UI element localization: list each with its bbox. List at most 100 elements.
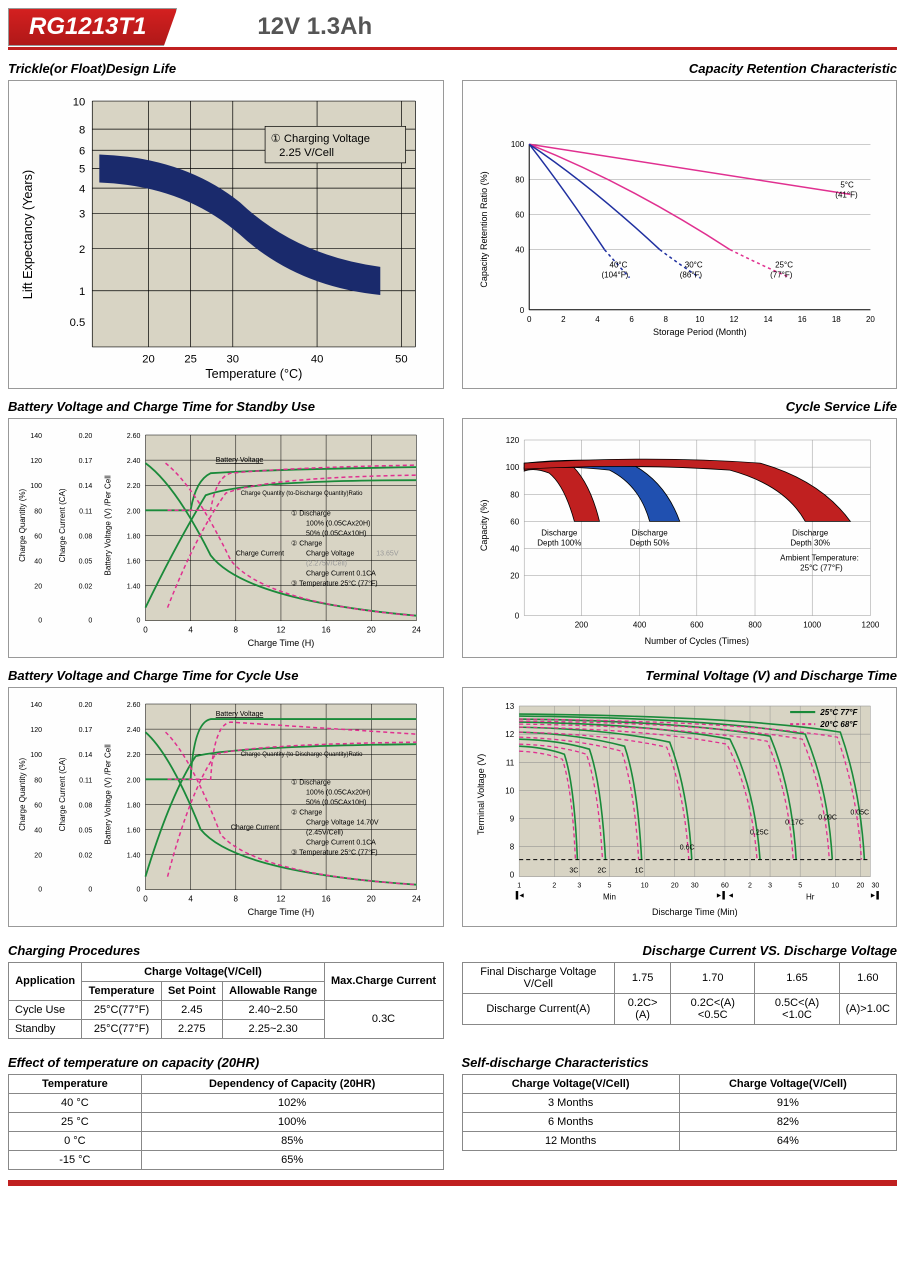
svg-text:0.09C: 0.09C [818, 814, 837, 821]
svg-text:100: 100 [30, 483, 42, 490]
svg-text:5°C: 5°C [840, 180, 854, 189]
charging-block: Charging Procedures Application Charge V… [8, 937, 444, 1039]
svg-text:0: 0 [38, 618, 42, 625]
svg-text:60: 60 [34, 533, 42, 540]
svg-text:Battery Voltage (V) /Per Cell: Battery Voltage (V) /Per Cell [103, 475, 112, 575]
svg-text:0: 0 [88, 618, 92, 625]
svg-text:0.17: 0.17 [79, 727, 93, 734]
tempcap-block: Effect of temperature on capacity (20HR)… [8, 1049, 444, 1170]
svg-text:0.14: 0.14 [79, 752, 93, 759]
cycle-panel: Battery Voltage and Charge Time for Cycl… [8, 668, 444, 927]
svg-text:Lift Expectancy (Years): Lift Expectancy (Years) [21, 170, 35, 299]
svg-text:20: 20 [367, 895, 376, 904]
svg-text:① Charging Voltage: ① Charging Voltage [271, 133, 370, 145]
svg-text:Charge Quantity (%): Charge Quantity (%) [18, 489, 27, 562]
svg-text:8: 8 [234, 626, 239, 635]
svg-text:12: 12 [276, 626, 285, 635]
svg-text:140: 140 [30, 702, 42, 709]
svg-text:(41°F): (41°F) [835, 190, 858, 199]
svg-text:0.05: 0.05 [79, 559, 93, 566]
svg-text:(2.45V/Cell): (2.45V/Cell) [306, 829, 343, 836]
svg-text:Depth 30%: Depth 30% [790, 538, 830, 547]
svg-text:60: 60 [721, 883, 729, 890]
svg-text:100: 100 [510, 140, 524, 149]
svg-text:Min: Min [603, 893, 616, 902]
svg-text:100: 100 [505, 463, 519, 472]
svg-text:③ Temperature 25°C (77°F): ③ Temperature 25°C (77°F) [291, 848, 378, 856]
retention-panel: Capacity Retention Characteristic 5°C(4 [462, 61, 898, 389]
svg-text:2.60: 2.60 [127, 433, 141, 440]
svg-text:0.17C: 0.17C [785, 819, 804, 826]
svg-text:Discharge Time (Min): Discharge Time (Min) [651, 907, 737, 917]
discharge-title: Discharge Current VS. Discharge Voltage [462, 943, 898, 958]
svg-text:Charge Voltage: Charge Voltage [306, 551, 354, 558]
svg-text:0.08: 0.08 [79, 802, 93, 809]
svg-text:►▌: ►▌ [869, 891, 881, 901]
svg-text:200: 200 [574, 621, 588, 630]
retention-title: Capacity Retention Characteristic [462, 61, 898, 76]
svg-text:40: 40 [34, 559, 42, 566]
svg-text:40: 40 [515, 246, 524, 255]
svg-text:Charge Time (H): Charge Time (H) [248, 638, 315, 648]
terminal-panel: Terminal Voltage (V) and Discharge Time [462, 668, 898, 927]
svg-text:Charge Current (CA): Charge Current (CA) [58, 757, 67, 831]
svg-text:0: 0 [88, 887, 92, 894]
svg-text:▐◄: ▐◄ [513, 891, 525, 901]
svg-text:0.5: 0.5 [70, 317, 86, 329]
svg-text:2.40: 2.40 [127, 727, 141, 734]
selfdis-table: Charge Voltage(V/Cell) Charge Voltage(V/… [462, 1074, 898, 1151]
svg-text:Number of Cycles (Times): Number of Cycles (Times) [644, 636, 748, 646]
svg-text:600: 600 [690, 621, 704, 630]
svg-text:0.17: 0.17 [79, 458, 93, 465]
svg-text:50% (0.05CAx10H): 50% (0.05CAx10H) [306, 799, 366, 806]
svg-text:120: 120 [30, 727, 42, 734]
svg-text:40: 40 [311, 353, 323, 365]
svg-text:80: 80 [34, 777, 42, 784]
svg-text:20: 20 [865, 315, 874, 324]
svg-text:0.02: 0.02 [79, 852, 93, 859]
svg-text:3: 3 [768, 883, 772, 890]
svg-text:12: 12 [729, 315, 738, 324]
svg-text:12: 12 [276, 895, 285, 904]
svg-text:Battery Voltage (V) /Per Cell: Battery Voltage (V) /Per Cell [103, 744, 112, 844]
svg-text:Charge Time (H): Charge Time (H) [248, 907, 315, 917]
svg-text:24: 24 [412, 895, 421, 904]
spec-text: 12V 1.3Ah [257, 13, 372, 41]
svg-text:20: 20 [34, 852, 42, 859]
svg-text:20: 20 [510, 572, 519, 581]
svg-text:0.14: 0.14 [79, 483, 93, 490]
standby-chart: Battery Voltage Charge Quantity (to-Disc… [15, 425, 437, 651]
svg-text:2.00: 2.00 [127, 777, 141, 784]
svg-text:0: 0 [509, 870, 514, 879]
svg-text:0: 0 [143, 626, 148, 635]
svg-text:100% (0.05CAx20H): 100% (0.05CAx20H) [306, 789, 370, 796]
standby-panel: Battery Voltage and Charge Time for Stan… [8, 399, 444, 658]
svg-text:11: 11 [505, 758, 514, 767]
svg-text:Battery Voltage: Battery Voltage [216, 457, 264, 464]
svg-text:Ambient Temperature:: Ambient Temperature: [780, 554, 859, 563]
svg-text:60: 60 [34, 802, 42, 809]
standby-title: Battery Voltage and Charge Time for Stan… [8, 399, 444, 414]
svg-text:6: 6 [629, 315, 634, 324]
svg-text:8: 8 [663, 315, 668, 324]
cyclelife-chart: DischargeDepth 100% DischargeDepth 50% D… [469, 425, 891, 651]
svg-text:18: 18 [831, 315, 840, 324]
discharge-table: Final Discharge Voltage V/Cell 1.75 1.70… [462, 962, 898, 1025]
footer-bar [8, 1180, 897, 1186]
svg-text:800: 800 [748, 621, 762, 630]
svg-text:Capacity Retention Ratio (%): Capacity Retention Ratio (%) [479, 171, 489, 287]
charging-title: Charging Procedures [8, 943, 444, 958]
svg-text:2: 2 [561, 315, 566, 324]
svg-text:9: 9 [509, 814, 514, 823]
svg-text:0: 0 [519, 306, 524, 315]
svg-text:1.40: 1.40 [127, 584, 141, 591]
charging-table: Application Charge Voltage(V/Cell) Max.C… [8, 962, 444, 1039]
svg-text:① Discharge: ① Discharge [291, 509, 331, 517]
svg-text:2.60: 2.60 [127, 702, 141, 709]
svg-text:30: 30 [227, 353, 239, 365]
svg-text:13: 13 [505, 702, 514, 711]
svg-text:50: 50 [395, 353, 407, 365]
svg-text:Charge Quantity (%): Charge Quantity (%) [18, 757, 27, 830]
trickle-title: Trickle(or Float)Design Life [8, 61, 444, 76]
discharge-block: Discharge Current VS. Discharge Voltage … [462, 937, 898, 1039]
